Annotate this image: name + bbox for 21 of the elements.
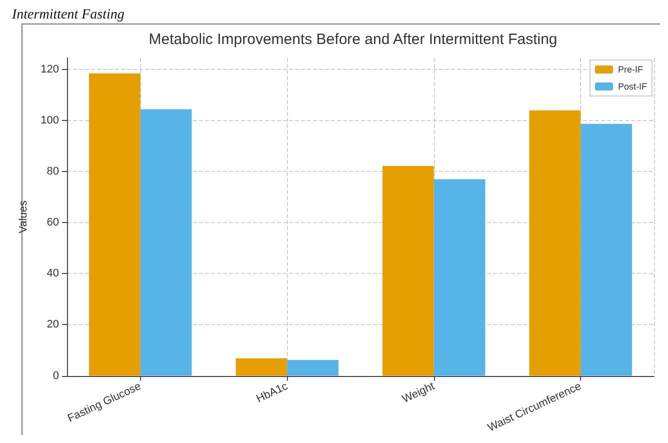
bar xyxy=(236,358,288,376)
y-tick-label: 60 xyxy=(46,216,59,229)
y-tick-label: 20 xyxy=(46,318,59,331)
bar xyxy=(382,166,434,376)
bar xyxy=(140,109,192,376)
y-tick-label: 100 xyxy=(40,114,59,127)
y-axis-title: Values xyxy=(18,200,30,234)
legend-label: Post-IF xyxy=(618,82,648,92)
text: Intermittent Fasting xyxy=(11,8,124,22)
bar xyxy=(89,73,140,376)
chart-title: Metabolic Improvements Before and After Intermittent Fasting xyxy=(148,31,558,48)
bar xyxy=(287,360,338,376)
bar xyxy=(580,124,632,376)
bar xyxy=(434,179,486,376)
bar xyxy=(529,110,581,376)
y-tick-label: 120 xyxy=(40,63,59,76)
y-tick-label: 0 xyxy=(52,370,59,382)
y-tick-label: 40 xyxy=(46,268,59,280)
legend-label: Pre-IF xyxy=(618,64,644,74)
y-tick-label: 80 xyxy=(46,166,59,178)
x-tick-label: HbA1c xyxy=(254,380,290,406)
